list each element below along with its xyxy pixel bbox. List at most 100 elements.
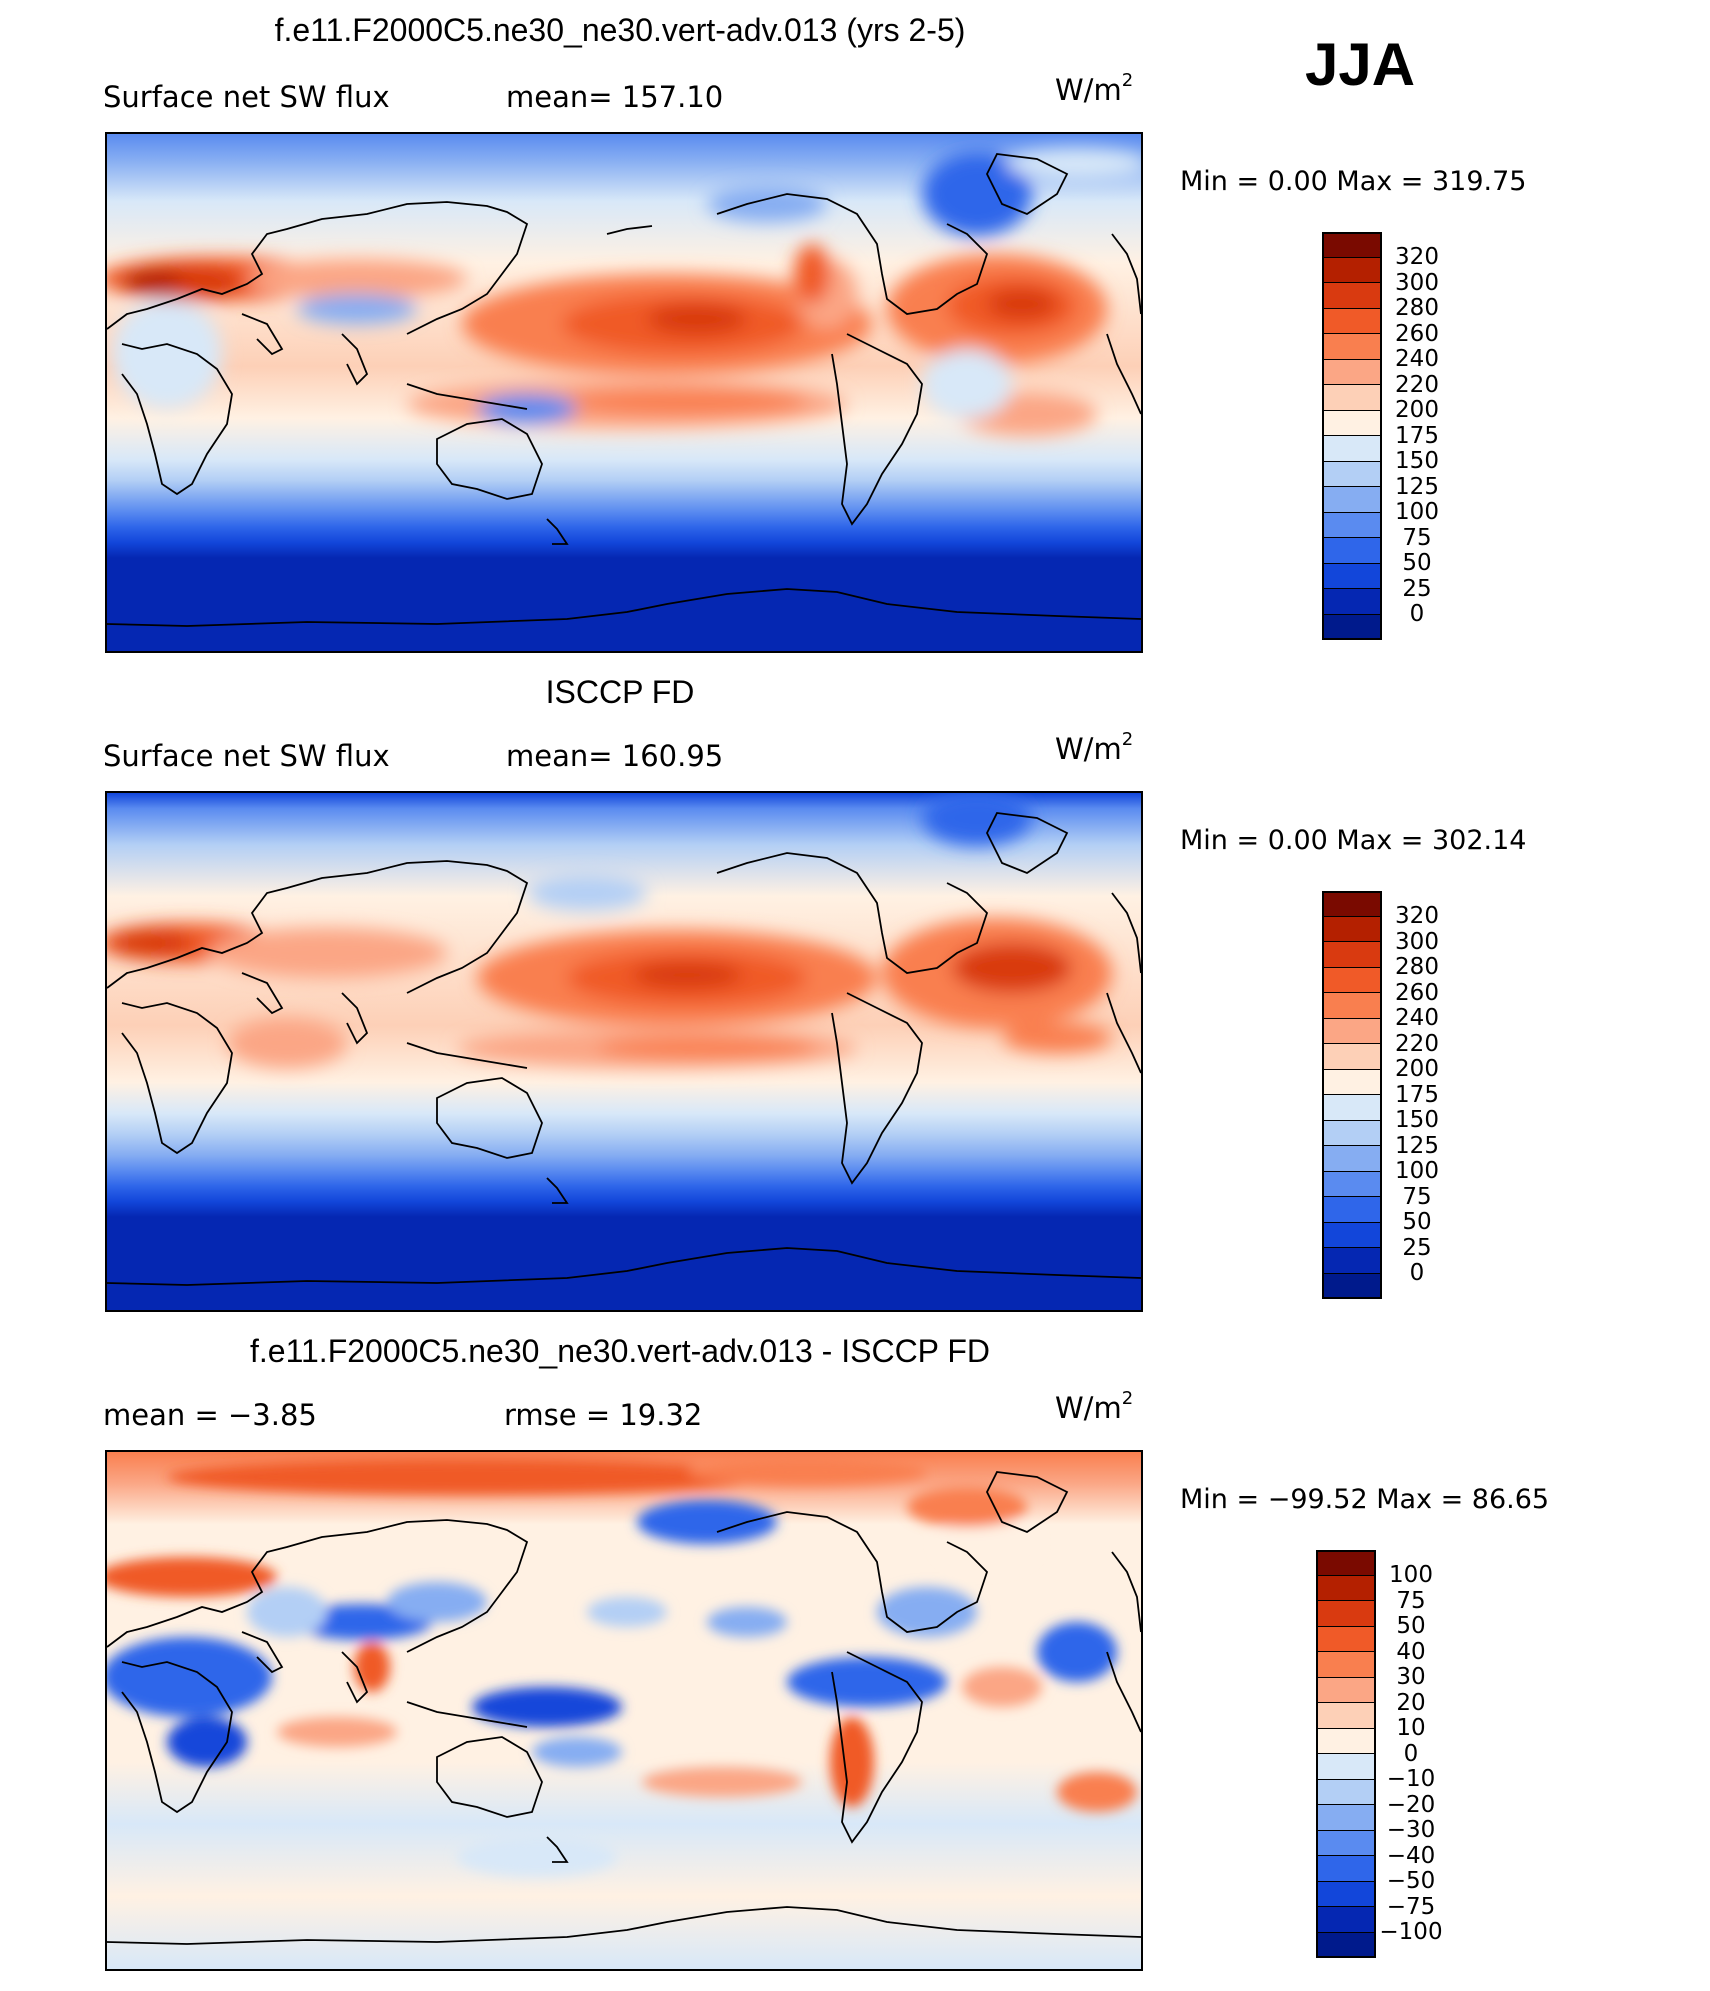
colorbar-swatch	[1316, 1932, 1376, 1958]
colorbar-swatch	[1322, 1171, 1382, 1197]
colorbar-swatch	[1316, 1601, 1376, 1627]
colorbar-tick-label: 50	[1396, 1613, 1426, 1639]
panel2-minmax: Min = 0.00 Max = 302.14	[1180, 825, 1527, 856]
colorbar-frame	[1322, 232, 1382, 640]
colorbar-swatch	[1322, 257, 1382, 283]
colorbar-tick-label: 75	[1396, 1587, 1426, 1614]
colorbar-tick-label: 0	[1403, 1740, 1419, 1767]
panel2-map	[105, 791, 1143, 1312]
colorbar-swatch	[1322, 512, 1382, 538]
panel2-title: ISCCP FD	[545, 674, 695, 710]
colorbar-swatch	[1316, 1550, 1376, 1576]
colorbar-tick-label: 320	[1395, 244, 1439, 270]
colorbar-tick-label: 300	[1395, 269, 1439, 296]
colorbar-tick-label: 75	[1402, 1183, 1432, 1210]
colorbar-tick-label: 320	[1395, 903, 1439, 929]
colorbar-tick-label: 200	[1395, 1056, 1439, 1082]
colorbar-tick-label: 30	[1396, 1664, 1426, 1690]
colorbar-swatch	[1322, 1197, 1382, 1223]
colorbar-swatch	[1322, 967, 1382, 993]
colorbar-swatch	[1322, 1248, 1382, 1274]
colorbar-tick-label: 300	[1395, 928, 1439, 955]
colorbar-swatch	[1322, 232, 1382, 258]
colorbar-frame	[1322, 891, 1382, 1299]
colorbar-swatch	[1322, 410, 1382, 436]
colorbar-swatch	[1322, 1222, 1382, 1248]
panel3-title: f.e11.F2000C5.ne30_ne30.vert-adv.013 - I…	[250, 1333, 990, 1369]
colorbar-tick-label: 150	[1395, 1107, 1439, 1133]
colorbar-tick-label: 50	[1402, 1209, 1432, 1235]
colorbar-swatch	[1322, 487, 1382, 513]
colorbar-swatch	[1322, 993, 1382, 1019]
colorbar-swatch	[1322, 589, 1382, 615]
colorbar-tick-label: 220	[1395, 371, 1439, 398]
colorbar-swatch	[1316, 1907, 1376, 1933]
colorbar-swatch	[1322, 891, 1382, 917]
colorbar-tick-label: 40	[1396, 1638, 1426, 1665]
colorbar-swatch	[1322, 308, 1382, 334]
colorbar-tick-label: 280	[1395, 954, 1439, 980]
colorbar-swatch	[1316, 1754, 1376, 1780]
colorbar-swatch	[1322, 538, 1382, 564]
panel1-map-plot	[107, 134, 1141, 651]
season-label: JJA	[1305, 31, 1416, 98]
colorbar-swatch	[1322, 1095, 1382, 1121]
colorbar-tick-label: 0	[1409, 1260, 1425, 1286]
colorbar-swatch	[1322, 334, 1382, 360]
panel3-map-plot	[107, 1452, 1141, 1969]
colorbar-swatch	[1322, 359, 1382, 385]
colorbar-tick-label: 260	[1395, 979, 1439, 1006]
colorbar-swatch	[1316, 1703, 1376, 1729]
colorbar-tick-label: 125	[1395, 473, 1439, 500]
colorbar-swatch	[1322, 461, 1382, 487]
colorbar-swatch	[1322, 385, 1382, 411]
colorbar-swatch	[1322, 1069, 1382, 1095]
colorbar-swatch	[1316, 1805, 1376, 1831]
panel3-rmse-label: rmse = 19.32	[504, 1398, 703, 1432]
panel2-map-plot	[107, 793, 1141, 1310]
colorbar-tick-label: 50	[1402, 550, 1432, 576]
colorbar-tick-label: 175	[1395, 422, 1439, 449]
colorbar-tick-label: 200	[1395, 397, 1439, 423]
panel3-mean-label: mean = −3.85	[103, 1398, 317, 1432]
colorbar-tick-label: 25	[1402, 1234, 1432, 1261]
panel2-units: W/m2	[1055, 729, 1134, 766]
colorbar-tick-label: −40	[1386, 1842, 1436, 1869]
panel3-map	[105, 1450, 1143, 1971]
colorbar-tick-label: 240	[1395, 346, 1439, 372]
colorbar-swatch	[1316, 1626, 1376, 1652]
colorbar-swatch	[1322, 563, 1382, 589]
panel3-units: W/m2	[1055, 1388, 1134, 1425]
colorbar-swatch	[1322, 1146, 1382, 1172]
colorbar-tick-label: −75	[1386, 1893, 1436, 1920]
colorbar-tick-label: 20	[1396, 1689, 1426, 1716]
panel1-map	[105, 132, 1143, 653]
colorbar-tick-label: 25	[1402, 575, 1432, 602]
colorbar-tick-label: 175	[1395, 1081, 1439, 1108]
colorbar-tick-label: 240	[1395, 1005, 1439, 1031]
colorbar-swatch	[1316, 1575, 1376, 1601]
colorbar-tick-label: 220	[1395, 1030, 1439, 1057]
colorbar-swatch	[1322, 436, 1382, 462]
colorbar-swatch	[1322, 1044, 1382, 1070]
colorbar-tick-label: 0	[1409, 601, 1425, 627]
colorbar-swatch	[1316, 1881, 1376, 1907]
colorbar-tick-label: 100	[1389, 1562, 1433, 1588]
panel1-title: f.e11.F2000C5.ne30_ne30.vert-adv.013 (yr…	[274, 12, 966, 48]
colorbar-swatch	[1322, 1018, 1382, 1044]
colorbar-tick-label: −20	[1386, 1791, 1436, 1818]
panel2-variable-label: Surface net SW flux	[103, 739, 390, 773]
colorbar-tick-label: 10	[1396, 1715, 1426, 1741]
panel1-minmax: Min = 0.00 Max = 319.75	[1180, 166, 1527, 197]
colorbar-tick-label: −100	[1379, 1919, 1443, 1945]
colorbar-swatch	[1322, 283, 1382, 309]
colorbar-tick-label: −50	[1386, 1868, 1436, 1894]
colorbar-tick-label: 125	[1395, 1132, 1439, 1159]
colorbar-swatch	[1322, 942, 1382, 968]
panel2-mean-label: mean= 160.95	[506, 739, 724, 773]
colorbar-swatch	[1316, 1677, 1376, 1703]
colorbar-swatch	[1322, 916, 1382, 942]
colorbar-tick-label: 280	[1395, 295, 1439, 321]
colorbar-swatch	[1316, 1779, 1376, 1805]
panel1-mean-label: mean= 157.10	[506, 80, 724, 114]
